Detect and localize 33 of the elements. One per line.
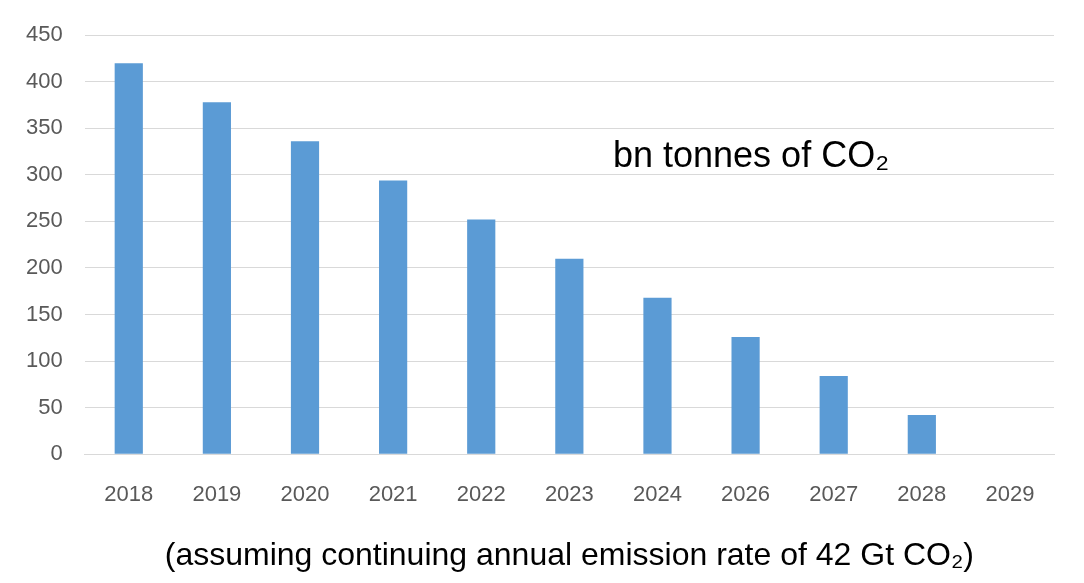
x-axis-title: (assuming continuing annual emission rate of 42 Gt CO₂): [164, 535, 974, 572]
bar: [202, 102, 231, 454]
x-tick-label: 2018: [104, 481, 154, 507]
y-tick-label: 250: [25, 207, 63, 233]
x-tick-label: 2024: [632, 481, 682, 507]
bar: [819, 375, 848, 454]
x-tick-label: 2021: [368, 481, 418, 507]
x-tick-label: 2026: [721, 481, 771, 507]
x-tick-label: 2023: [544, 481, 594, 507]
x-tick-label: 2019: [192, 481, 242, 507]
bar: [643, 297, 672, 454]
y-tick-label: 150: [25, 300, 63, 326]
bar: [467, 219, 496, 454]
y-tick-label: 350: [25, 114, 63, 140]
bar: [114, 63, 143, 454]
x-tick-label: 2022: [456, 481, 506, 507]
x-tick-label: 2027: [809, 481, 859, 507]
x-tick-label: 2020: [280, 481, 330, 507]
y-tick-label: 300: [25, 160, 63, 186]
y-tick-label: 400: [25, 67, 63, 93]
bar: [290, 141, 320, 454]
y-tick-label: 200: [25, 254, 63, 280]
bar: [555, 258, 584, 454]
bar: [907, 415, 936, 454]
x-tick-label: 2028: [897, 481, 947, 507]
y-tick-label: 50: [38, 393, 63, 419]
y-tick-label: 100: [25, 347, 63, 373]
annotation: bn tonnes of CO₂: [612, 133, 890, 175]
y-tick-label: 450: [25, 21, 63, 47]
x-tick-label: 2029: [985, 481, 1035, 507]
bar: [731, 336, 760, 454]
y-tick-label: 0: [50, 440, 63, 466]
bar: [379, 180, 408, 454]
